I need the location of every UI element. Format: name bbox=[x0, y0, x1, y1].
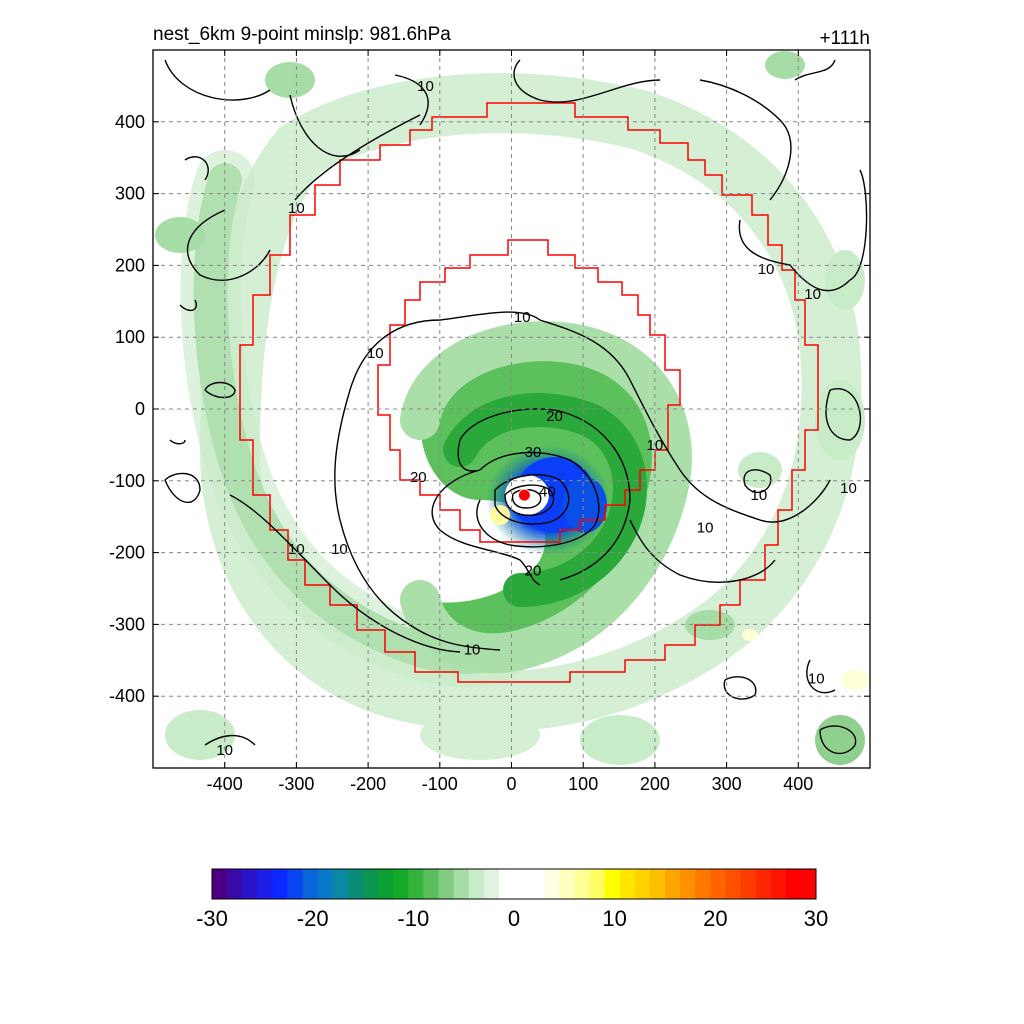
colorbar-tick-label: -10 bbox=[397, 906, 429, 931]
colorbar-swatch bbox=[378, 869, 394, 899]
colorbar-swatch bbox=[408, 869, 424, 899]
y-tick-label: 100 bbox=[115, 327, 145, 347]
colorbar-swatch bbox=[287, 869, 304, 899]
colorbar-swatch bbox=[227, 869, 243, 899]
colorbar-swatch bbox=[695, 869, 711, 899]
colorbar-swatch bbox=[453, 869, 470, 899]
x-tick-label: -400 bbox=[207, 774, 243, 794]
colorbar-frame bbox=[211, 868, 817, 900]
colorbar-tick-label: 30 bbox=[804, 906, 828, 931]
colorbar-tick-label: -30 bbox=[196, 906, 228, 931]
colorbar-swatch bbox=[544, 869, 560, 899]
shaded-field bbox=[155, 51, 869, 765]
contour-label: 10 bbox=[751, 487, 768, 504]
y-axis: 400 300 200 100 0 -100 -200 -300 -400 bbox=[109, 112, 870, 706]
contours bbox=[164, 59, 868, 755]
contour-label: 20 bbox=[525, 563, 542, 580]
contour-label: 10 bbox=[464, 642, 481, 659]
colorbar-swatch bbox=[423, 869, 439, 899]
colorbar-tick-label: 0 bbox=[508, 906, 520, 931]
colorbar-swatch bbox=[363, 869, 379, 899]
x-tick-label: 200 bbox=[640, 774, 670, 794]
colorbar-swatch bbox=[212, 869, 228, 899]
y-tick-label: -100 bbox=[109, 471, 145, 491]
colorbar-swatch bbox=[332, 869, 349, 899]
colorbar-swatch bbox=[740, 869, 757, 899]
contour-label: 10 bbox=[367, 345, 384, 362]
colorbar-swatch bbox=[347, 869, 364, 899]
x-tick-label: 100 bbox=[568, 774, 598, 794]
colorbar-swatch bbox=[302, 869, 319, 899]
colorbar-swatch bbox=[529, 869, 545, 899]
colorbar-swatch bbox=[770, 869, 787, 899]
y-tick-label: 300 bbox=[115, 184, 145, 204]
contour-label: 10 bbox=[808, 670, 825, 687]
x-tick-label: 300 bbox=[712, 774, 742, 794]
contour-label: 10 bbox=[288, 200, 305, 217]
x-tick-label: 0 bbox=[506, 774, 516, 794]
x-tick-label: -200 bbox=[350, 774, 386, 794]
contour-label: 10 bbox=[758, 261, 775, 278]
chart-title: nest_6km 9-point minslp: 981.6hPa bbox=[153, 24, 451, 45]
colorbar: -30 -20 -10 0 10 20 30 bbox=[196, 868, 828, 931]
colorbar-swatch bbox=[619, 869, 636, 899]
y-tick-label: 200 bbox=[115, 255, 145, 275]
contour-label: 10 bbox=[804, 286, 821, 303]
colorbar-swatch bbox=[468, 869, 485, 899]
colorbar-swatch bbox=[785, 869, 802, 899]
colorbar-swatch bbox=[317, 869, 334, 899]
colorbar-swatch bbox=[498, 869, 515, 899]
colorbar-swatch bbox=[649, 869, 666, 899]
colorbar-tick-label: -20 bbox=[297, 906, 329, 931]
storm-center-marker bbox=[517, 488, 531, 502]
colorbar-swatch bbox=[559, 869, 575, 899]
colorbar-swatch bbox=[755, 869, 772, 899]
y-tick-label: 0 bbox=[135, 399, 145, 419]
contour-label: 10 bbox=[697, 519, 714, 536]
colorbar-swatch bbox=[665, 869, 681, 899]
colorbar-swatch bbox=[242, 869, 258, 899]
x-tick-label: -300 bbox=[278, 774, 314, 794]
red-boundaries bbox=[239, 102, 819, 683]
y-tick-label: -200 bbox=[109, 543, 145, 563]
colorbar-swatch bbox=[710, 869, 726, 899]
x-tick-label: 400 bbox=[783, 774, 813, 794]
colorbar-swatch bbox=[604, 869, 621, 899]
colorbar-swatch bbox=[514, 869, 530, 899]
contour-label: 20 bbox=[410, 469, 427, 486]
colorbar-swatch bbox=[800, 869, 817, 899]
colorbar-tick-label: 10 bbox=[602, 906, 626, 931]
contour-label: 10 bbox=[514, 309, 531, 326]
contour-label: 10 bbox=[417, 78, 434, 95]
time-label: +111h bbox=[819, 28, 870, 49]
contour-label: 10 bbox=[840, 480, 857, 497]
colorbar-swatch bbox=[680, 869, 696, 899]
colorbar-swatch bbox=[438, 869, 455, 899]
y-tick-label: -400 bbox=[109, 686, 145, 706]
colorbar-swatch bbox=[589, 869, 606, 899]
contour-label: 10 bbox=[331, 541, 348, 558]
colorbar-swatch bbox=[272, 869, 288, 899]
x-tick-label: -100 bbox=[422, 774, 458, 794]
colorbar-swatch bbox=[483, 869, 500, 899]
colorbar-swatch bbox=[634, 869, 651, 899]
y-tick-label: 400 bbox=[115, 112, 145, 132]
colorbar-swatch bbox=[725, 869, 741, 899]
colorbar-swatch bbox=[257, 869, 273, 899]
contour-label: 20 bbox=[546, 408, 563, 425]
colorbar-tick-label: 20 bbox=[703, 906, 727, 931]
contour-label: 30 bbox=[525, 444, 542, 461]
contour-label: 40 bbox=[539, 484, 556, 501]
y-tick-label: -300 bbox=[109, 614, 145, 634]
colorbar-swatch bbox=[574, 869, 590, 899]
x-axis: -400 -300 -200 -100 0 100 200 300 400 bbox=[207, 50, 813, 794]
colorbar-swatch bbox=[393, 869, 409, 899]
contour-label: 10 bbox=[216, 742, 233, 759]
